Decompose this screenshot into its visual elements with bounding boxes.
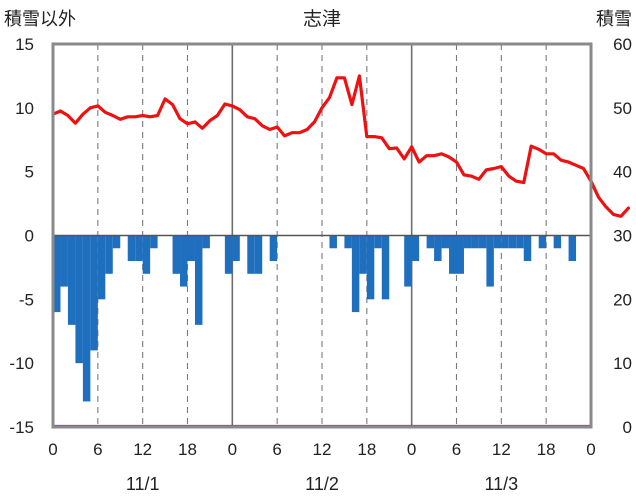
left-tick-label: 5 [25,163,34,182]
bar [374,235,382,249]
bar [329,235,337,249]
x-tick-label: 18 [537,440,556,459]
x-tick-label: 6 [93,440,102,459]
plot-frame [51,42,593,429]
bar [538,235,547,249]
bar [426,235,435,249]
bar [53,235,61,313]
bar [135,235,143,262]
right-tick-label: 60 [613,35,632,54]
x-tick-label: 18 [178,440,197,459]
x-tick-label: 6 [452,440,461,459]
bar [344,235,352,249]
right-tick-label: 20 [613,290,632,309]
bar [508,235,517,249]
bar [150,235,158,249]
date-label: 11/1 [126,474,160,494]
bar [478,235,487,249]
date-label: 11/3 [484,474,518,494]
bar [194,235,203,325]
bar [441,235,450,249]
bar-series [53,235,577,402]
left-tick-label: -5 [19,290,34,309]
right-tick-label: 30 [613,227,632,246]
bar [359,235,367,274]
right-tick-label: 40 [613,163,632,182]
snow-depth-line [51,74,631,218]
bar [463,235,472,249]
bar [105,235,113,274]
x-tick-label: 0 [407,440,416,459]
left-tick-label: 10 [15,99,34,118]
bar [247,235,255,274]
bar [127,235,136,262]
bar [112,235,121,249]
left-tick-label: -15 [9,418,34,437]
left-tick-label: -10 [9,354,34,373]
bar [411,235,420,262]
bar [471,235,479,249]
bar [90,235,98,351]
bar [172,235,181,274]
right-tick-label: 50 [613,99,632,118]
chart-title: 志津 [303,8,341,30]
bar [75,235,83,364]
bar [404,235,412,287]
bar [224,235,233,274]
x-tick-label: 12 [492,440,511,459]
left-axis-label: 積雪以外 [4,9,76,29]
right-tick-label: 0 [623,418,632,437]
bar [232,235,240,262]
bar [434,235,442,262]
bar [187,235,195,262]
left-tick-label: 15 [15,35,34,54]
bar [568,235,577,262]
bar [67,235,76,325]
bar [501,235,509,249]
left-tick-label: 0 [25,227,34,246]
x-tick-label: 0 [228,440,237,459]
bar [553,235,562,249]
x-tick-label: 12 [313,440,332,459]
right-axis-label: 積雪 [596,9,632,29]
bar [82,235,91,402]
bar [202,235,210,249]
bar [142,235,151,274]
x-tick-label: 18 [357,440,376,459]
bar [254,235,263,274]
bar [381,235,390,300]
bar [493,235,502,249]
bar [486,235,494,287]
plot-border [51,42,593,429]
bar [269,235,278,262]
x-tick-label: 12 [133,440,152,459]
snow-depth-series [51,74,631,218]
bar [180,235,188,287]
bar [97,235,106,300]
bar [366,235,375,300]
x-tick-label: 0 [586,440,595,459]
x-tick-label: 0 [48,440,57,459]
bar [456,235,464,274]
bar [60,235,68,287]
bar [449,235,457,274]
bar [351,235,360,313]
date-label: 11/2 [305,474,339,494]
bar [516,235,524,249]
right-tick-label: 10 [613,354,632,373]
x-tick-label: 6 [272,440,281,459]
bar [523,235,532,262]
